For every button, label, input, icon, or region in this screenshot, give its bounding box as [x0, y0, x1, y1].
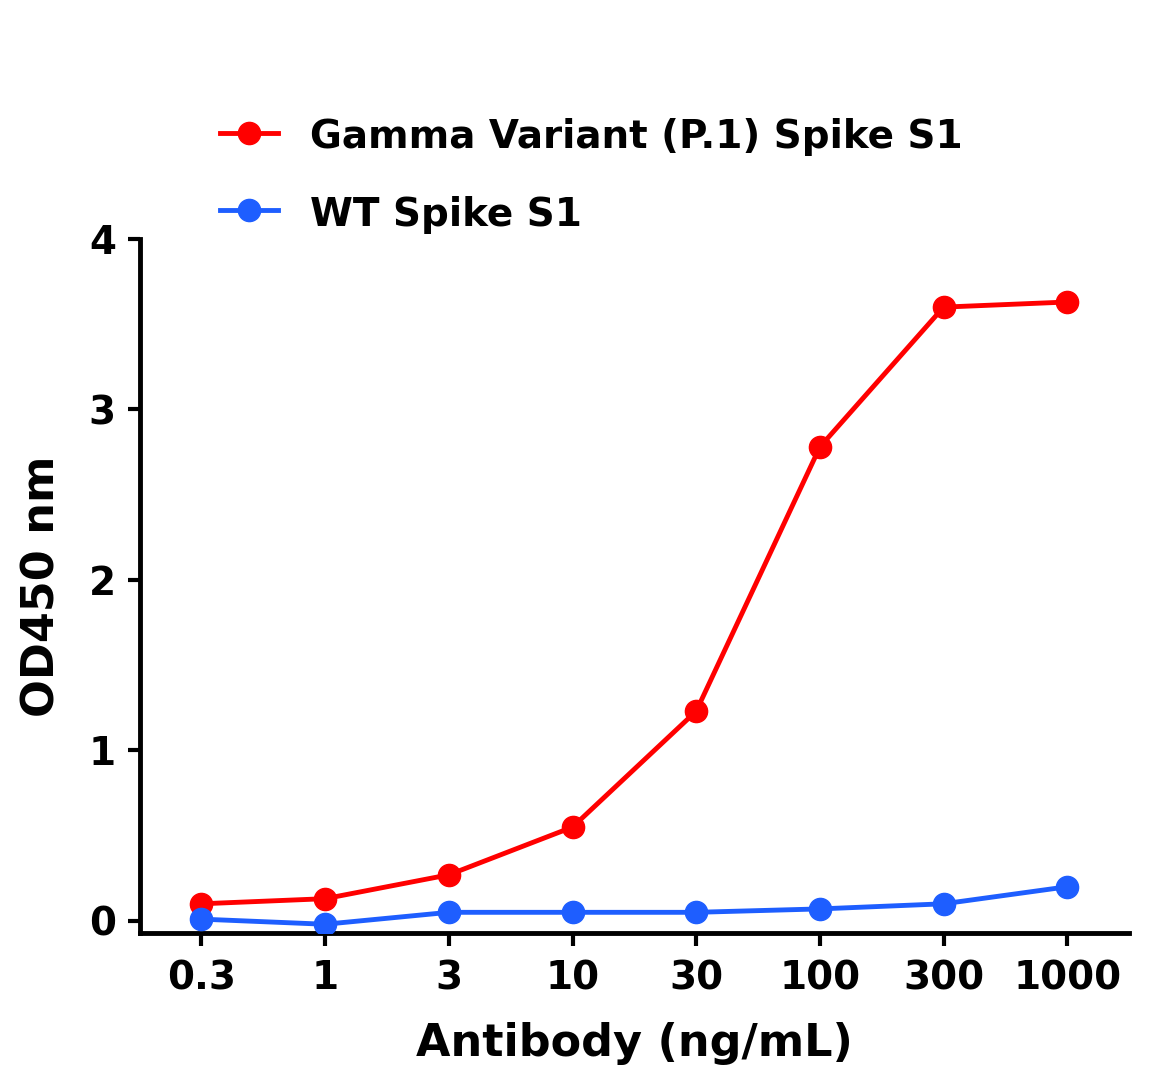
WT Spike S1: [689, 906, 703, 919]
WT Spike S1: [1060, 881, 1074, 894]
Y-axis label: OD450 nm: OD450 nm: [21, 455, 64, 717]
Gamma Variant (P.1) Spike S1: [1060, 295, 1074, 308]
WT Spike S1: [319, 918, 332, 931]
WT Spike S1: [442, 906, 455, 919]
Line: Gamma Variant (P.1) Spike S1: Gamma Variant (P.1) Spike S1: [190, 291, 1079, 914]
Gamma Variant (P.1) Spike S1: [319, 893, 332, 906]
Gamma Variant (P.1) Spike S1: [442, 869, 455, 882]
Gamma Variant (P.1) Spike S1: [937, 301, 951, 314]
WT Spike S1: [813, 902, 827, 915]
WT Spike S1: [566, 906, 580, 919]
X-axis label: Antibody (ng/mL): Antibody (ng/mL): [416, 1022, 853, 1065]
Gamma Variant (P.1) Spike S1: [689, 705, 703, 718]
Legend: Gamma Variant (P.1) Spike S1, WT Spike S1: Gamma Variant (P.1) Spike S1, WT Spike S…: [208, 105, 974, 245]
Line: WT Spike S1: WT Spike S1: [190, 875, 1079, 935]
Gamma Variant (P.1) Spike S1: [194, 897, 208, 910]
WT Spike S1: [937, 897, 951, 910]
WT Spike S1: [194, 912, 208, 925]
Gamma Variant (P.1) Spike S1: [813, 441, 827, 454]
Gamma Variant (P.1) Spike S1: [566, 821, 580, 834]
